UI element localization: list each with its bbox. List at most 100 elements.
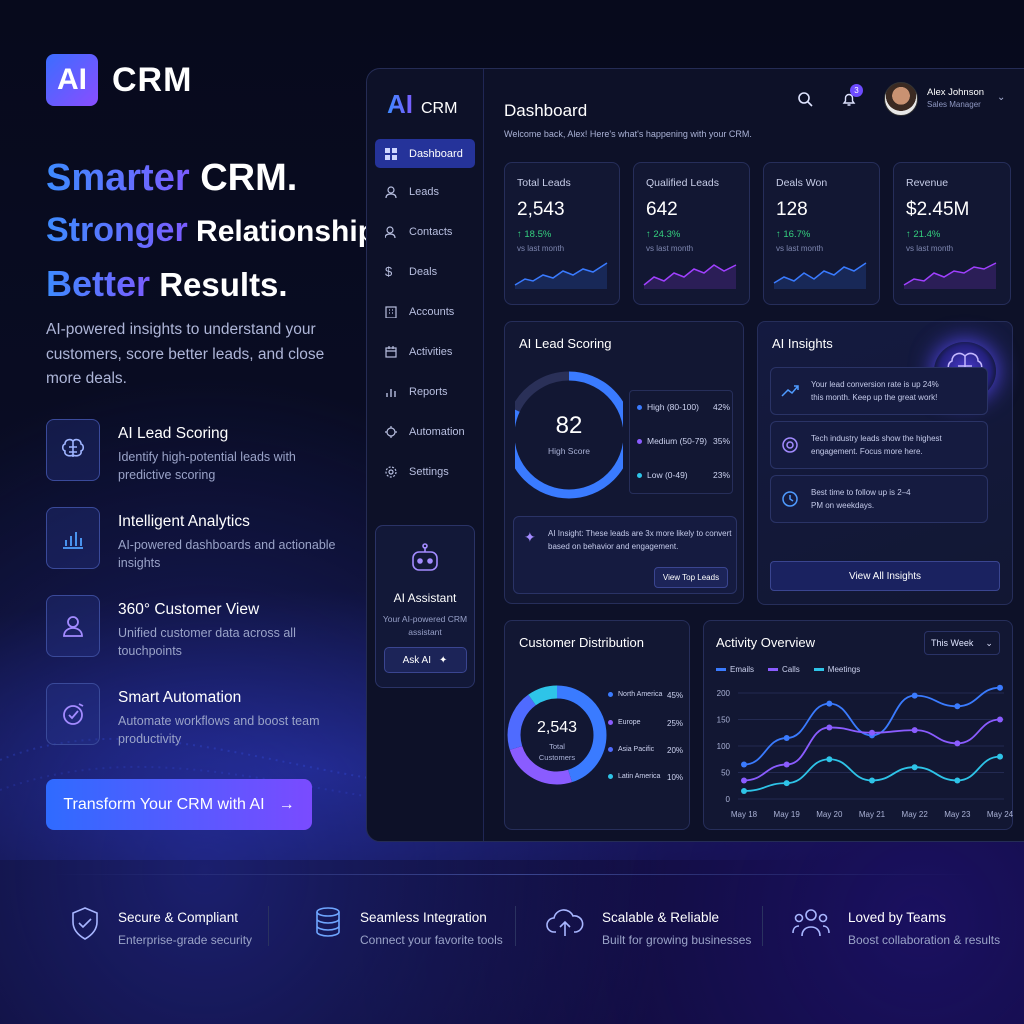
divider bbox=[762, 906, 763, 946]
data-point bbox=[954, 703, 961, 710]
view-top-leads-button[interactable]: View Top Leads bbox=[654, 567, 728, 588]
legend-label: Emails bbox=[730, 665, 755, 674]
insight-item[interactable]: Your lead conversion rate is up 24% this… bbox=[770, 367, 988, 415]
segment-label: Low (0-49) bbox=[647, 470, 688, 480]
x-tick-label: May 20 bbox=[816, 810, 843, 819]
feature-desc: Automate workflows and boost team produc… bbox=[118, 714, 320, 746]
kpi-vs: vs last month bbox=[776, 244, 824, 253]
data-point bbox=[997, 684, 1003, 691]
data-point bbox=[997, 716, 1003, 723]
assistant-title: AI Assistant bbox=[393, 591, 457, 605]
region-pct: 20% bbox=[667, 746, 684, 755]
bottom-feature-scalable: Scalable & Reliable Built for growing bus… bbox=[546, 906, 751, 947]
chevron-down-icon[interactable]: ⌄ bbox=[997, 92, 1006, 103]
kpi-vs: vs last month bbox=[517, 244, 565, 253]
nav-item-deals[interactable]: $ Deals bbox=[375, 257, 475, 286]
bottom-title: Scalable & Reliable bbox=[602, 910, 720, 925]
score-segment-low: Low (0-49) bbox=[637, 470, 688, 480]
insight-item[interactable]: Tech industry leads show the highest eng… bbox=[770, 421, 988, 469]
nav-label: Leads bbox=[409, 185, 439, 198]
data-point bbox=[869, 729, 875, 736]
nav-item-accounts[interactable]: Accounts bbox=[375, 297, 475, 326]
headline-accent-3: Better bbox=[46, 263, 151, 304]
user-name: Alex Johnson bbox=[927, 87, 985, 98]
gear-icon bbox=[385, 465, 397, 478]
headline-rest-1: CRM. bbox=[189, 157, 298, 199]
data-point bbox=[911, 727, 918, 734]
kpi-label: Revenue bbox=[906, 177, 949, 189]
data-point bbox=[954, 740, 961, 747]
avatar[interactable] bbox=[884, 82, 918, 116]
data-point bbox=[869, 777, 875, 784]
view-all-insights-button[interactable]: View All Insights bbox=[770, 561, 1000, 591]
donut-segment bbox=[507, 685, 607, 785]
nav-item-contacts[interactable]: Contacts bbox=[375, 217, 475, 246]
region-label: Europe bbox=[618, 719, 641, 726]
sparkle-icon: ✦ bbox=[438, 654, 448, 666]
nav-label: Accounts bbox=[409, 305, 455, 318]
activity-overview-card: Activity Overview This Week ⌄ Emails Call… bbox=[703, 620, 1014, 830]
range-select[interactable]: This Week ⌄ bbox=[924, 631, 1000, 655]
nav-item-automation[interactable]: Automation bbox=[375, 417, 475, 446]
bell-icon[interactable] bbox=[841, 91, 857, 107]
lead-insight-text: AI Insight: These leads are 3x more like… bbox=[548, 529, 732, 551]
sidebar-brand-mark: AI bbox=[387, 89, 413, 119]
bottom-desc: Boost collaboration & results bbox=[848, 933, 1001, 947]
building-icon bbox=[385, 305, 397, 318]
nav-label: Reports bbox=[409, 385, 448, 398]
headline-accent-2: Stronger bbox=[46, 211, 188, 249]
nav-label: Deals bbox=[409, 265, 438, 278]
distribution-title: Customer Distribution bbox=[519, 635, 644, 650]
search-icon[interactable] bbox=[797, 91, 813, 107]
cta-button[interactable]: Transform Your CRM with AI → bbox=[46, 779, 312, 830]
data-point bbox=[826, 724, 833, 731]
nav-item-leads[interactable]: Leads bbox=[375, 177, 475, 206]
notification-badge: 3 bbox=[850, 84, 863, 97]
nav-item-settings[interactable]: Settings bbox=[375, 457, 475, 486]
dollar-icon: $ bbox=[385, 264, 393, 279]
nav-item-dashboard[interactable]: Dashboard bbox=[375, 139, 475, 168]
app-window: AI CRM Dashboard Leads Contacts $ Deals A… bbox=[366, 68, 1024, 842]
kpi-vs: vs last month bbox=[646, 244, 694, 253]
ask-ai-button[interactable]: Ask AI ✦ bbox=[383, 647, 467, 673]
arrow-right-icon: → bbox=[278, 795, 295, 813]
nav-item-reports[interactable]: Reports bbox=[375, 377, 475, 406]
insight-item[interactable]: Best time to follow up is 2–4 PM on week… bbox=[770, 475, 988, 523]
logo: AI CRM bbox=[46, 54, 192, 106]
divider bbox=[268, 906, 269, 946]
lead-scoring-card: AI Lead Scoring 82 High Score High (80-1… bbox=[504, 321, 744, 604]
contacts-icon bbox=[385, 225, 396, 238]
y-tick-label: 0 bbox=[726, 795, 731, 804]
welcome-text: Welcome back, Alex! Here's what's happen… bbox=[504, 129, 752, 139]
data-point bbox=[741, 761, 747, 768]
feature-customer-view: 360° Customer View Unified customer data … bbox=[46, 595, 346, 660]
automation-icon bbox=[385, 425, 397, 438]
nav-label: Settings bbox=[409, 465, 449, 478]
nav-item-activities[interactable]: Activities bbox=[375, 337, 475, 366]
segment-label: Medium (50-79) bbox=[647, 436, 707, 446]
lead-score-value: 82 bbox=[555, 412, 583, 439]
data-point bbox=[741, 777, 747, 784]
feature-title: Intelligent Analytics bbox=[118, 513, 250, 530]
kpi-label: Deals Won bbox=[776, 177, 828, 189]
bottom-feature-integration: Seamless Integration Connect your favorit… bbox=[314, 906, 503, 947]
cta-label: Transform Your CRM with AI bbox=[63, 795, 265, 813]
legend-dot bbox=[637, 438, 642, 444]
kpi-value: 128 bbox=[776, 199, 808, 220]
feature-title: AI Lead Scoring bbox=[118, 425, 229, 442]
legend-swatch bbox=[716, 668, 726, 671]
legend-swatch bbox=[813, 668, 824, 671]
ai-insights-card: AI Insights Your lead conversion rate is… bbox=[757, 321, 1013, 605]
score-segment-high: High (80-100) bbox=[637, 402, 699, 412]
donut-segment bbox=[507, 685, 607, 785]
x-tick-label: May 21 bbox=[859, 810, 886, 819]
x-tick-label: May 24 bbox=[987, 810, 1014, 819]
insight-text: Your lead conversion rate is up 24% this… bbox=[811, 380, 939, 402]
donut-segment bbox=[515, 371, 623, 499]
kpi-card-deals-won: Deals Won 128 ↑ 16.7% vs last month bbox=[763, 162, 880, 305]
data-point bbox=[741, 788, 747, 795]
legend-dot bbox=[608, 720, 613, 725]
sidebar: AI CRM Dashboard Leads Contacts $ Deals A… bbox=[367, 69, 484, 841]
logo-name: CRM bbox=[112, 60, 193, 99]
sparkle-icon: ✦ bbox=[524, 529, 536, 545]
